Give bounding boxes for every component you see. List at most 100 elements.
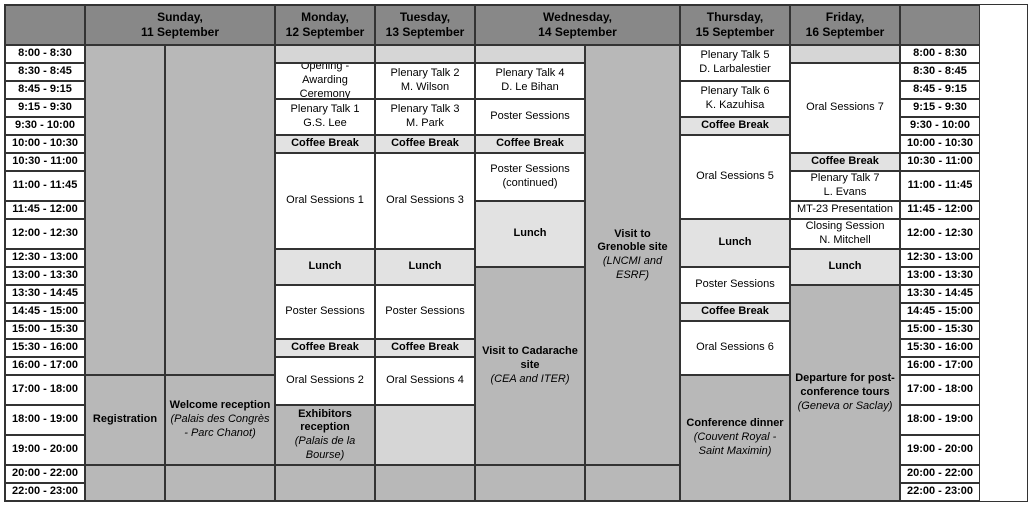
time-left-19: 19:00 - 20:00 xyxy=(5,435,85,465)
wed-grenoble: Visit to Grenoble site (LNCMI and ESRF) xyxy=(585,45,680,465)
tue-blank-bottom xyxy=(375,465,475,501)
tue-oral4: Oral Sessions 4 xyxy=(375,357,475,405)
time-right-14: 15:00 - 15:30 xyxy=(900,321,980,339)
thu-lunch: Lunch xyxy=(680,219,790,267)
tue-plenary3-speaker: M. Park xyxy=(406,117,444,129)
time-right-5: 10:00 - 10:30 xyxy=(900,135,980,153)
thu-dinner: Conference dinner (Couvent Royal - Saint… xyxy=(680,375,790,501)
tue-coffee2: Coffee Break xyxy=(375,339,475,357)
sunday-blank-bottom xyxy=(85,465,165,501)
fri-departure: Departure for post-conference tours (Gen… xyxy=(790,285,900,501)
fri-closing-speaker: N. Mitchell xyxy=(819,234,870,246)
tue-oral3: Oral Sessions 3 xyxy=(375,153,475,249)
tue-lunch: Lunch xyxy=(375,249,475,285)
time-left-20: 20:00 - 22:00 xyxy=(5,465,85,483)
time-right-21: 22:00 - 23:00 xyxy=(900,483,980,501)
mon-exhibitors: Exhibitors reception (Palais de la Bours… xyxy=(275,405,375,465)
time-right-12: 13:30 - 14:45 xyxy=(900,285,980,303)
header-friday: Friday, 16 September xyxy=(790,5,900,45)
wed-lunch: Lunch xyxy=(475,201,585,267)
thu-plenary5-title: Plenary Talk 5 xyxy=(701,49,770,61)
time-left-0: 8:00 - 8:30 xyxy=(5,45,85,63)
time-right-4: 9:30 - 10:00 xyxy=(900,117,980,135)
thu-oral6: Oral Sessions 6 xyxy=(680,321,790,375)
time-left-15: 15:30 - 16:00 xyxy=(5,339,85,357)
fri-oral7: Oral Sessions 7 xyxy=(790,63,900,153)
fri-departure-title: Departure for post-conference tours xyxy=(795,372,895,398)
time-left-2: 8:45 - 9:15 xyxy=(5,81,85,99)
time-left-5: 10:00 - 10:30 xyxy=(5,135,85,153)
header-wednesday: Wednesday, 14 September xyxy=(475,5,680,45)
thu-plenary6-title: Plenary Talk 6 xyxy=(701,85,770,97)
time-right-10: 12:30 - 13:00 xyxy=(900,249,980,267)
time-left-10: 12:30 - 13:00 xyxy=(5,249,85,267)
thu-coffee1: Coffee Break xyxy=(680,117,790,135)
time-right-9: 12:00 - 12:30 xyxy=(900,219,980,249)
fri-plenary7-speaker: L. Evans xyxy=(824,186,867,198)
wed-plenary4: Plenary Talk 4 D. Le Bihan xyxy=(475,63,585,99)
wed-grenoble-sub: (LNCMI and ESRF) xyxy=(603,255,662,281)
tue-plenary3: Plenary Talk 3 M. Park xyxy=(375,99,475,135)
mon-blank1 xyxy=(275,45,375,63)
thu-dinner-sub: (Couvent Royal - Saint Maximin) xyxy=(694,431,777,457)
time-right-20: 20:00 - 22:00 xyxy=(900,465,980,483)
fri-mt23: MT-23 Presentation xyxy=(790,201,900,219)
time-left-9: 12:00 - 12:30 xyxy=(5,219,85,249)
tue-blank1 xyxy=(375,45,475,63)
header-blank-left xyxy=(5,5,85,45)
wed7-blank-bottom xyxy=(585,465,680,501)
time-right-3: 9:15 - 9:30 xyxy=(900,99,980,117)
time-left-14: 15:00 - 15:30 xyxy=(5,321,85,339)
mon-plenary1-speaker: G.S. Lee xyxy=(303,117,346,129)
time-right-19: 19:00 - 20:00 xyxy=(900,435,980,465)
tue-plenary3-title: Plenary Talk 3 xyxy=(391,103,460,115)
registration-label: Registration xyxy=(93,413,157,425)
time-right-7: 11:00 - 11:45 xyxy=(900,171,980,201)
fri-departure-sub: (Geneva or Saclay) xyxy=(798,400,893,412)
time-right-18: 18:00 - 19:00 xyxy=(900,405,980,435)
time-right-17: 17:00 - 18:00 xyxy=(900,375,980,405)
time-left-4: 9:30 - 10:00 xyxy=(5,117,85,135)
time-left-21: 22:00 - 23:00 xyxy=(5,483,85,501)
time-left-16: 16:00 - 17:00 xyxy=(5,357,85,375)
time-right-8: 11:45 - 12:00 xyxy=(900,201,980,219)
wed-plenary4-speaker: D. Le Bihan xyxy=(501,81,558,93)
time-left-17: 17:00 - 18:00 xyxy=(5,375,85,405)
thu-plenary6-speaker: K. Kazuhisa xyxy=(706,99,765,111)
mon-opening: Opening - Awarding Ceremony xyxy=(275,63,375,99)
sunday-registration: Registration xyxy=(85,375,165,465)
thu-coffee2: Coffee Break xyxy=(680,303,790,321)
tue-plenary2-speaker: M. Wilson xyxy=(401,81,449,93)
thu-plenary6: Plenary Talk 6 K. Kazuhisa xyxy=(680,81,790,117)
time-left-11: 13:00 - 13:30 xyxy=(5,267,85,285)
time-left-1: 8:30 - 8:45 xyxy=(5,63,85,81)
tue-blank-eve xyxy=(375,405,475,465)
time-left-6: 10:30 - 11:00 xyxy=(5,153,85,171)
fri-plenary7: Plenary Talk 7 L. Evans xyxy=(790,171,900,201)
header-monday: Monday, 12 September xyxy=(275,5,375,45)
time-left-8: 11:45 - 12:00 xyxy=(5,201,85,219)
wed-plenary4-title: Plenary Talk 4 xyxy=(496,67,565,79)
tue-coffee1: Coffee Break xyxy=(375,135,475,153)
time-right-2: 8:45 - 9:15 xyxy=(900,81,980,99)
thu-posters: Poster Sessions xyxy=(680,267,790,303)
mon-exhibitors-label: Exhibitors reception xyxy=(298,408,352,434)
mon-lunch: Lunch xyxy=(275,249,375,285)
time-right-1: 8:30 - 8:45 xyxy=(900,63,980,81)
mon-exhibitors-sub: (Palais de la Bourse) xyxy=(295,435,356,461)
tue-posters: Poster Sessions xyxy=(375,285,475,339)
schedule-grid: Sunday, 11 September Monday, 12 Septembe… xyxy=(4,4,1028,502)
header-thursday: Thursday, 15 September xyxy=(680,5,790,45)
sunday-c3-blank-bottom xyxy=(165,465,275,501)
fri-lunch: Lunch xyxy=(790,249,900,285)
header-tuesday: Tuesday, 13 September xyxy=(375,5,475,45)
sunday-blank-top xyxy=(85,45,165,375)
wed-blank1 xyxy=(475,45,585,63)
time-left-3: 9:15 - 9:30 xyxy=(5,99,85,117)
welcome-label: Welcome reception xyxy=(170,399,271,411)
wed-grenoble-title: Visit to Grenoble site xyxy=(597,228,667,254)
mon-oral2: Oral Sessions 2 xyxy=(275,357,375,405)
mon-posters: Poster Sessions xyxy=(275,285,375,339)
thu-dinner-title: Conference dinner xyxy=(686,417,783,429)
time-right-11: 13:00 - 13:30 xyxy=(900,267,980,285)
